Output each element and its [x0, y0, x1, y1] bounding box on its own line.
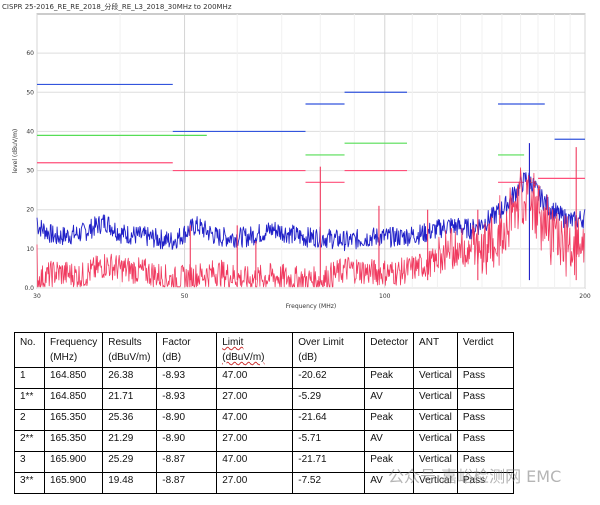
table-cell: Pass: [456, 388, 514, 410]
header-over-limit: Over Limit (dB): [292, 332, 366, 368]
table-cell: 27.00: [216, 388, 294, 410]
header-results: Results (dBuV/m): [102, 332, 158, 368]
table-row: 3** 165.900 19.48 -8.87 27.00 -7.52 AV Vertical…: [14, 472, 514, 494]
table-cell: -8.87: [156, 451, 218, 473]
x-tick-label: 30: [33, 293, 41, 300]
table-cell: 165.350: [43, 409, 104, 431]
table-cell: Pass: [456, 367, 514, 389]
y-tick-label: 50: [26, 89, 34, 96]
y-tick-label: 40: [26, 128, 34, 135]
table-cell: -21.71: [292, 451, 366, 473]
results-table: No. Frequency (MHz) Results (dBuV/m) Fac…: [14, 332, 514, 494]
peak-marker-label: 2: [533, 181, 537, 188]
header-no: No.: [14, 332, 45, 368]
peak-marker: 1: [529, 177, 533, 184]
table-cell: 47.00: [216, 409, 294, 431]
table-row: 1 164.850 26.38 -8.93 47.00 -20.62 Peak Vertica…: [14, 367, 514, 389]
table-cell: 1**: [14, 388, 45, 410]
table-cell: AV: [364, 430, 415, 452]
y-tick-label: 30: [26, 168, 34, 175]
table-cell: 47.00: [216, 451, 294, 473]
table-cell: 25.29: [102, 451, 158, 473]
table-cell: -8.93: [156, 367, 218, 389]
x-tick-label: 100: [379, 293, 391, 300]
peak-marker: 3: [537, 185, 541, 192]
header-factor: Factor (dB): [156, 332, 218, 368]
table-cell: Vertical: [413, 472, 458, 494]
table-cell: 164.850: [43, 367, 104, 389]
table-cell: -21.64: [292, 409, 366, 431]
header-limit-label: Limit (dBuV/m): [222, 337, 265, 363]
table-header-row: No. Frequency (MHz) Results (dBuV/m) Fac…: [14, 332, 514, 368]
table-cell: Pass: [456, 430, 514, 452]
header-verdict: Verdict: [456, 332, 514, 368]
table-cell: Vertical: [413, 430, 458, 452]
chart-title: CISPR 25-2016_RE_RE_2018_分段_RE_L3_2018_3…: [2, 3, 232, 11]
table-row: 2 165.350 25.36 -8.90 47.00 -21.64 Peak Vertica…: [14, 409, 514, 431]
y-tick-label: 0.0: [24, 285, 34, 292]
table-cell: AV: [364, 388, 415, 410]
table-cell: -7.52: [292, 472, 366, 494]
table-cell: 2**: [14, 430, 45, 452]
table-cell: 26.38: [102, 367, 158, 389]
table-cell: Pass: [456, 472, 514, 494]
table-cell: -20.62: [292, 367, 366, 389]
header-detector: Detector: [364, 332, 415, 368]
header-limit: Limit (dBuV/m): [216, 332, 294, 368]
peak-marker-label: 1: [529, 177, 533, 184]
table-cell: Pass: [456, 409, 514, 431]
table-cell: 2: [14, 409, 45, 431]
x-tick-label: 50: [181, 293, 189, 300]
series-trace: [36, 167, 586, 288]
table-cell: 3**: [14, 472, 45, 494]
table-cell: -5.29: [292, 388, 366, 410]
peak-marker: 2: [533, 181, 537, 188]
table-cell: -8.90: [156, 409, 218, 431]
y-tick-label: 10: [26, 246, 34, 253]
y-axis-label: level (dBuV/m): [12, 129, 19, 174]
y-tick-label: 60: [26, 50, 34, 57]
table-cell: -5.71: [292, 430, 366, 452]
table-cell: Vertical: [413, 409, 458, 431]
table-row: 2** 165.350 21.29 -8.90 27.00 -5.71 AV Vertical…: [14, 430, 514, 452]
table-cell: AV: [364, 472, 415, 494]
emission-chart: 0.0 10 20 30 40 50 60 30 50 100 200 Frequency (MHz)…: [12, 13, 591, 310]
table-cell: Vertical: [413, 367, 458, 389]
table-cell: -8.90: [156, 430, 218, 452]
table-cell: -8.87: [156, 472, 218, 494]
table-cell: Peak: [364, 409, 415, 431]
table-cell: 165.900: [43, 472, 104, 494]
series-trace: [36, 172, 586, 252]
table-cell: 1: [14, 367, 45, 389]
table-cell: Peak: [364, 367, 415, 389]
table-cell: 164.850: [43, 388, 104, 410]
table-cell: Vertical: [413, 388, 458, 410]
x-axis-label: Frequency (MHz): [286, 303, 336, 310]
table-row: 3 165.900 25.29 -8.87 47.00 -21.71 Peak Vertica…: [14, 451, 514, 473]
table-row: 1** 164.850 21.71 -8.93 27.00 -5.29 AV Vertical…: [14, 388, 514, 410]
table-cell: -8.93: [156, 388, 218, 410]
table-cell: 21.71: [102, 388, 158, 410]
table-cell: 47.00: [216, 367, 294, 389]
table-cell: 21.29: [102, 430, 158, 452]
header-frequency: Frequency (MHz): [43, 332, 104, 368]
table-body: 1 164.850 26.38 -8.93 47.00 -20.62 Peak Vertica…: [14, 367, 514, 494]
peak-marker-label: 3: [537, 185, 541, 192]
table-cell: 165.900: [43, 451, 104, 473]
y-tick-label: 20: [26, 207, 34, 214]
x-tick-label: 200: [579, 293, 591, 300]
table-cell: 3: [14, 451, 45, 473]
table-cell: 27.00: [216, 472, 294, 494]
watermark: 公众号·嘉峪检测网 EMC: [388, 467, 562, 486]
table-cell: 165.350: [43, 430, 104, 452]
table-cell: 27.00: [216, 430, 294, 452]
table-cell: 25.36: [102, 409, 158, 431]
header-ant: ANT: [413, 332, 458, 368]
table-cell: 19.48: [102, 472, 158, 494]
